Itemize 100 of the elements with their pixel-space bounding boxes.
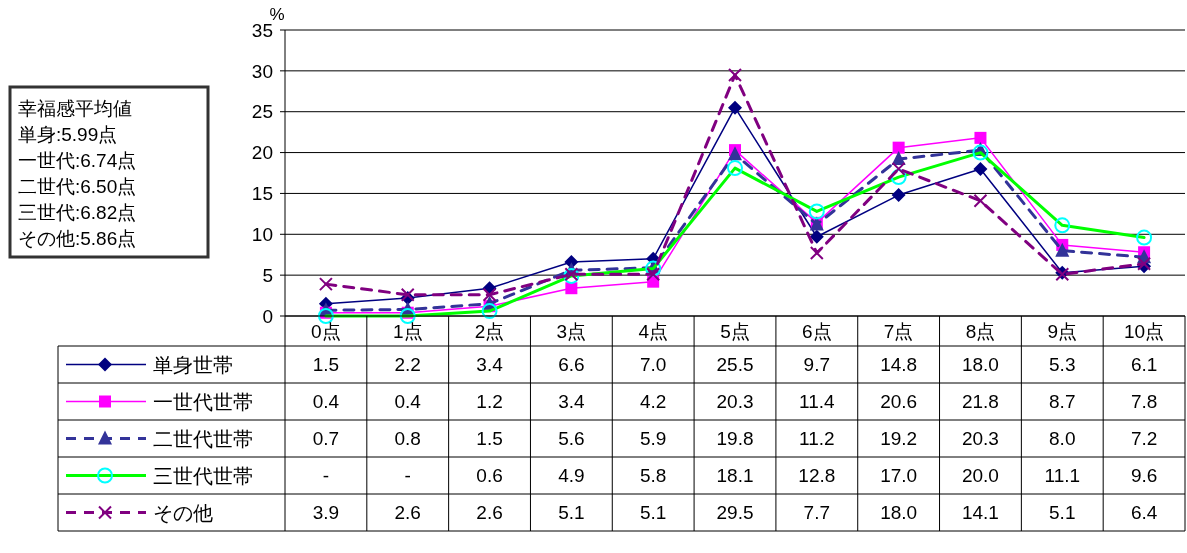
data-label: 20.6	[880, 391, 918, 413]
data-label: 1.5	[312, 354, 340, 376]
point	[892, 141, 905, 154]
data-label: 11.2	[799, 428, 835, 450]
data-label: 14.1	[961, 502, 999, 524]
data-label: 1.5	[476, 428, 503, 450]
data-label: 8.0	[1049, 428, 1076, 450]
data-label: 25.5	[716, 354, 754, 376]
x-tick-label: 4点	[638, 320, 668, 342]
data-label: 0.7	[312, 428, 340, 450]
x-tick-label: 0点	[311, 320, 341, 342]
point	[809, 229, 824, 244]
data-label: 5.8	[639, 465, 667, 487]
x-tick-label: 6点	[802, 320, 832, 342]
y-tick-label: 30	[251, 60, 273, 82]
x-tick-label: 3点	[556, 320, 587, 342]
data-label: 14.8	[880, 354, 918, 376]
data-label: 4.9	[558, 465, 585, 487]
point	[482, 287, 497, 302]
point	[728, 146, 742, 161]
data-label: 1.2	[476, 391, 503, 413]
data-label: 21.8	[961, 391, 999, 413]
x-tick-label: 8点	[965, 320, 996, 342]
data-label: 5.9	[639, 428, 667, 450]
data-label: 0.4	[394, 391, 422, 413]
data-label: 12.8	[798, 465, 836, 487]
data-label: 9.6	[1130, 465, 1158, 487]
y-tick-label: 10	[251, 223, 273, 245]
x-tick-label: 10点	[1124, 320, 1165, 342]
point	[400, 287, 415, 302]
legend-label: 一世代世帯	[153, 390, 253, 413]
x-tick-label: 9点	[1047, 320, 1078, 342]
point	[973, 161, 988, 176]
y-tick-label: 0	[262, 305, 273, 327]
data-label: 7.8	[1130, 391, 1158, 413]
point	[728, 67, 742, 82]
point	[891, 188, 906, 203]
text: 単身:5.99点	[18, 123, 118, 145]
data-label: -	[322, 465, 330, 487]
data-label: 6.1	[1130, 354, 1158, 376]
data-label: 19.8	[716, 428, 754, 450]
legend-label: 三世代世帯	[153, 464, 253, 487]
data-label: 3.4	[476, 354, 504, 376]
data-label: 19.2	[880, 428, 918, 450]
data-label: 2.6	[394, 502, 421, 524]
x-tick-label: 7点	[883, 320, 914, 342]
text: 三世代:6.82点	[18, 201, 137, 223]
x-tick-label: 5点	[720, 320, 750, 342]
data-label: 17.0	[880, 465, 918, 487]
y-tick-label: 20	[251, 142, 273, 164]
point	[318, 277, 333, 292]
text: 幸福感平均値	[18, 97, 132, 119]
x-tick-label: 1点	[392, 320, 423, 342]
data-label: 6.4	[1130, 502, 1158, 524]
data-label: 5.1	[558, 502, 585, 524]
data-label: 11.1	[1044, 465, 1081, 487]
x-tick-label: 2点	[474, 320, 505, 342]
data-label: 3.4	[558, 391, 585, 413]
legend-label: その他	[153, 501, 213, 524]
point	[891, 161, 906, 176]
data-label: 0.8	[394, 428, 421, 450]
data-label: -	[404, 465, 411, 487]
text: 一世代:6.74点	[18, 149, 137, 171]
data-label: 5.6	[558, 428, 585, 450]
data-label: 18.1	[716, 465, 754, 487]
data-label: 2.6	[476, 502, 503, 524]
data-label: 7.0	[639, 354, 667, 376]
data-label: 6.6	[558, 354, 585, 376]
data-label: 18.0	[961, 354, 999, 376]
data-label: 29.5	[716, 502, 754, 524]
data-label: 0.4	[312, 391, 340, 413]
point	[646, 267, 661, 282]
data-label: 3.9	[312, 502, 340, 524]
data-label: 18.0	[880, 502, 918, 524]
data-label: 20.3	[716, 391, 754, 413]
data-label: 0.6	[476, 465, 503, 487]
text: 二世代:6.50点	[18, 175, 137, 197]
data-label: 11.4	[799, 391, 836, 413]
data-label: 4.2	[639, 391, 667, 413]
data-label: 9.7	[803, 354, 831, 376]
legend-label: 単身世帯	[153, 353, 233, 376]
point	[728, 100, 742, 115]
text: その他:5.86点	[18, 227, 137, 249]
data-label: 20.3	[961, 428, 999, 450]
data-label: 20.0	[961, 465, 999, 487]
point	[565, 282, 578, 295]
data-label: 5.1	[639, 502, 667, 524]
legend-label: 二世代世帯	[153, 427, 253, 450]
data-label: 5.1	[1049, 502, 1076, 524]
point	[809, 246, 824, 261]
y-tick-label: 15	[251, 183, 273, 205]
data-label: 5.3	[1049, 354, 1076, 376]
y-tick-label: 25	[251, 101, 273, 123]
data-label: 7.2	[1130, 428, 1158, 450]
data-label: 2.2	[394, 354, 421, 376]
y-tick-label: 5	[262, 264, 273, 286]
data-label: 8.7	[1049, 391, 1076, 413]
point	[973, 193, 988, 208]
point	[974, 131, 987, 144]
data-label: 7.7	[803, 502, 831, 524]
